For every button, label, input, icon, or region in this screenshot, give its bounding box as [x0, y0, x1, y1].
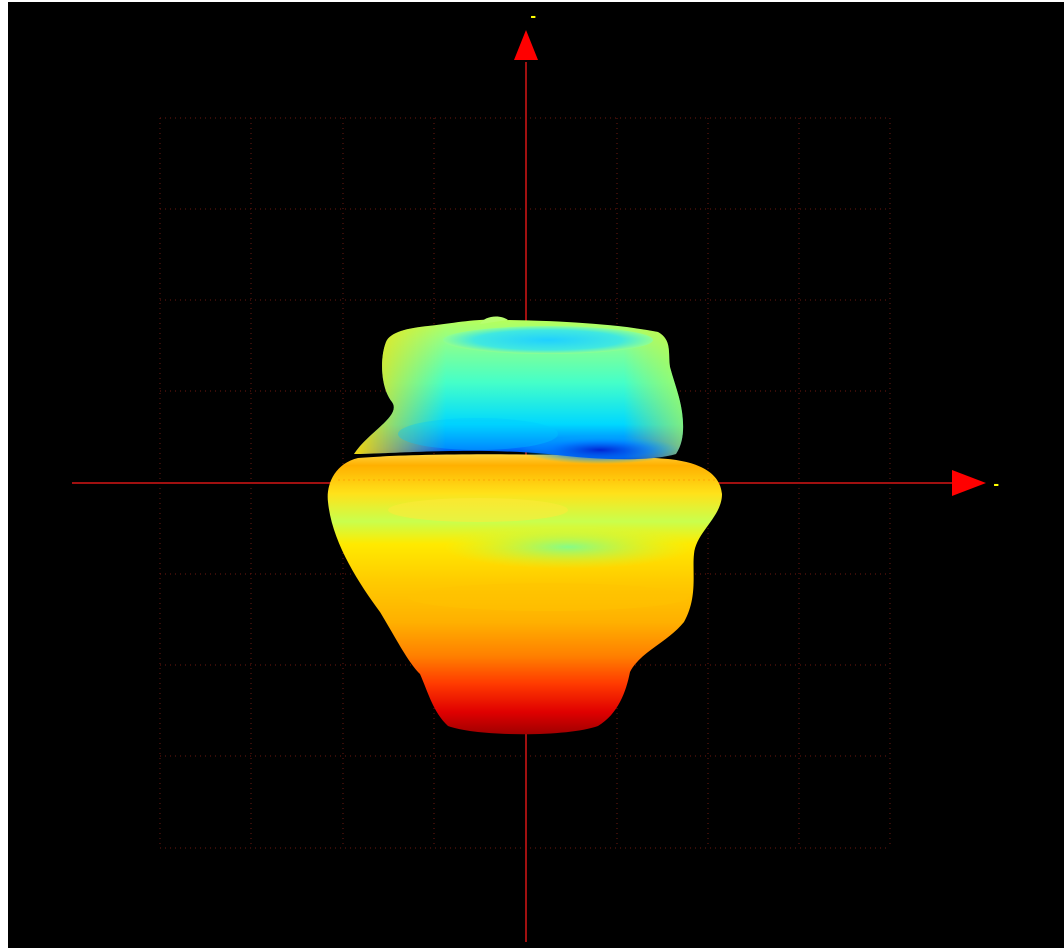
axis-arrows — [514, 30, 986, 496]
surface-rim-opening — [443, 326, 653, 354]
horizontal-axis-arrow-icon — [952, 470, 986, 496]
horizontal-axis-label: - — [992, 477, 1001, 493]
surface-shadow-band — [520, 436, 680, 464]
vertical-axis-label: - — [529, 9, 538, 25]
vertical-axis-arrow-icon — [514, 30, 538, 60]
3d-viewport[interactable]: - - — [8, 2, 1064, 948]
scene-canvas[interactable] — [8, 2, 1064, 948]
3d-surface[interactable] — [327, 316, 722, 735]
surface-green-band — [443, 525, 693, 569]
surface-lower-body — [327, 454, 722, 735]
